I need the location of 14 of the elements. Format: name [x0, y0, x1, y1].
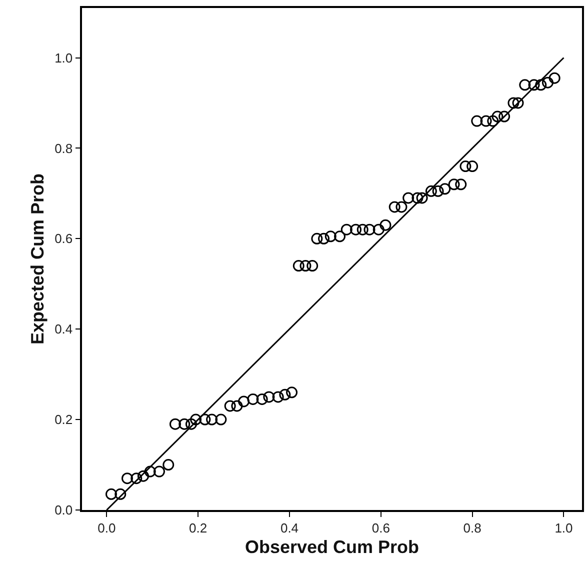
y-tick-label: 1.0 — [54, 50, 73, 66]
x-axis-title: Observed Cum Prob — [244, 536, 420, 557]
x-tick-label: 1.0 — [554, 520, 573, 536]
y-tick-label: 0.0 — [54, 502, 73, 518]
y-axis-title: Expected Cum Prob — [27, 173, 48, 345]
y-tick-label: 0.2 — [54, 412, 73, 428]
x-tick-label: 0.0 — [98, 520, 116, 536]
y-tick-label: 0.4 — [54, 322, 73, 337]
x-tick-label: 0.2 — [189, 520, 208, 536]
x-tick-label: 0.6 — [372, 520, 390, 536]
x-tick-label: 0.4 — [280, 520, 299, 536]
y-tick-label: 0.8 — [54, 140, 73, 156]
x-tick-label: 0.8 — [463, 520, 482, 536]
y-tick-label: 0.6 — [54, 231, 73, 246]
